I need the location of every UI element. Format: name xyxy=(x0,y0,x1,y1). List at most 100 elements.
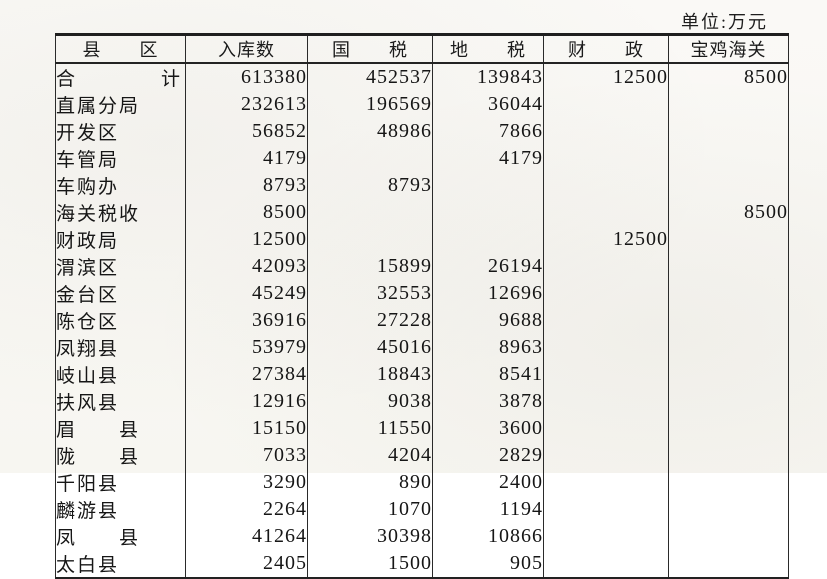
row-label-cell: 太白县 xyxy=(55,550,186,578)
table-row: 眉 县 15150 11550 3600 xyxy=(55,415,789,442)
value-cell: 9688 xyxy=(432,307,544,334)
value-cell: 10866 xyxy=(432,523,544,550)
value-cell: 18843 xyxy=(307,361,433,388)
row-label-cell: 金台区 xyxy=(55,280,186,307)
table-row: 车购办 8793 8793 xyxy=(55,172,789,199)
value-cell xyxy=(543,442,669,469)
value-cell: 26194 xyxy=(432,253,544,280)
value-cell xyxy=(307,145,433,172)
row-label-cell: 凤 县 xyxy=(55,523,186,550)
table-row: 金台区 45249 32553 12696 xyxy=(55,280,789,307)
value-cell: 4204 xyxy=(307,442,433,469)
value-cell: 8500 xyxy=(668,63,789,91)
table-row: 车管局 4179 4179 xyxy=(55,145,789,172)
value-cell xyxy=(668,334,789,361)
value-cell: 8793 xyxy=(307,172,433,199)
value-cell: 56852 xyxy=(185,118,308,145)
value-cell xyxy=(543,307,669,334)
row-label-cell: 财政局 xyxy=(55,226,186,253)
value-cell: 11550 xyxy=(307,415,433,442)
column-header-finance: 财 政 xyxy=(543,34,669,64)
value-cell: 41264 xyxy=(185,523,308,550)
value-cell xyxy=(543,469,669,496)
value-cell: 8963 xyxy=(432,334,544,361)
column-header-county-district: 县 区 xyxy=(55,34,186,64)
value-cell: 15899 xyxy=(307,253,433,280)
value-cell: 1194 xyxy=(432,496,544,523)
value-cell: 12500 xyxy=(543,63,669,91)
value-cell xyxy=(668,550,789,578)
table-row: 陈仓区 36916 27228 9688 xyxy=(55,307,789,334)
value-cell xyxy=(307,226,433,253)
value-cell: 2405 xyxy=(185,550,308,578)
value-cell xyxy=(543,253,669,280)
table-row: 太白县 2405 1500 905 xyxy=(55,550,789,578)
value-cell: 1070 xyxy=(307,496,433,523)
value-cell xyxy=(668,145,789,172)
row-label-cell: 凤翔县 xyxy=(55,334,186,361)
value-cell xyxy=(543,199,669,226)
value-cell: 27384 xyxy=(185,361,308,388)
value-cell: 48986 xyxy=(307,118,433,145)
table-row: 合 计 613380 452537 139843 12500 8500 xyxy=(55,63,789,91)
table-row: 陇 县 7033 4204 2829 xyxy=(55,442,789,469)
row-label-cell: 陈仓区 xyxy=(55,307,186,334)
value-cell: 27228 xyxy=(307,307,433,334)
row-label-cell: 眉 县 xyxy=(55,415,186,442)
value-cell: 45016 xyxy=(307,334,433,361)
value-cell: 8500 xyxy=(668,199,789,226)
value-cell: 905 xyxy=(432,550,544,578)
table-row: 开发区 56852 48986 7866 xyxy=(55,118,789,145)
value-cell: 3878 xyxy=(432,388,544,415)
row-label-cell: 直属分局 xyxy=(55,91,186,118)
value-cell xyxy=(668,172,789,199)
value-cell: 42093 xyxy=(185,253,308,280)
row-label-cell: 陇 县 xyxy=(55,442,186,469)
value-cell: 30398 xyxy=(307,523,433,550)
row-label-cell: 渭滨区 xyxy=(55,253,186,280)
value-cell xyxy=(543,415,669,442)
value-cell: 12916 xyxy=(185,388,308,415)
column-header-baoji-customs: 宝鸡海关 xyxy=(668,34,789,64)
value-cell xyxy=(668,523,789,550)
value-cell xyxy=(543,361,669,388)
value-cell: 15150 xyxy=(185,415,308,442)
value-cell: 232613 xyxy=(185,91,308,118)
value-cell xyxy=(432,199,544,226)
value-cell: 36044 xyxy=(432,91,544,118)
value-cell: 32553 xyxy=(307,280,433,307)
table-row: 岐山县 27384 18843 8541 xyxy=(55,361,789,388)
value-cell xyxy=(543,145,669,172)
row-label-cell: 开发区 xyxy=(55,118,186,145)
value-cell: 2400 xyxy=(432,469,544,496)
table-row: 财政局 12500 12500 xyxy=(55,226,789,253)
value-cell xyxy=(543,523,669,550)
value-cell xyxy=(668,91,789,118)
row-label-cell: 合 计 xyxy=(55,63,186,91)
value-cell: 12500 xyxy=(543,226,669,253)
value-cell xyxy=(668,253,789,280)
value-cell: 4179 xyxy=(432,145,544,172)
row-label-cell: 岐山县 xyxy=(55,361,186,388)
value-cell xyxy=(543,280,669,307)
value-cell xyxy=(668,496,789,523)
value-cell: 2264 xyxy=(185,496,308,523)
value-cell xyxy=(543,118,669,145)
value-cell xyxy=(543,550,669,578)
value-cell: 8793 xyxy=(185,172,308,199)
value-cell: 9038 xyxy=(307,388,433,415)
value-cell: 7866 xyxy=(432,118,544,145)
table-header-row: 县 区 入库数 国 税 地 税 财 政 宝鸡海关 xyxy=(55,34,789,64)
row-label-cell: 车购办 xyxy=(55,172,186,199)
row-label-cell: 麟游县 xyxy=(55,496,186,523)
value-cell xyxy=(543,388,669,415)
value-cell: 8500 xyxy=(185,199,308,226)
value-cell xyxy=(307,199,433,226)
value-cell xyxy=(668,442,789,469)
table-row: 渭滨区 42093 15899 26194 xyxy=(55,253,789,280)
value-cell xyxy=(668,226,789,253)
value-cell: 53979 xyxy=(185,334,308,361)
row-label-cell: 千阳县 xyxy=(55,469,186,496)
value-cell xyxy=(668,118,789,145)
value-cell: 7033 xyxy=(185,442,308,469)
